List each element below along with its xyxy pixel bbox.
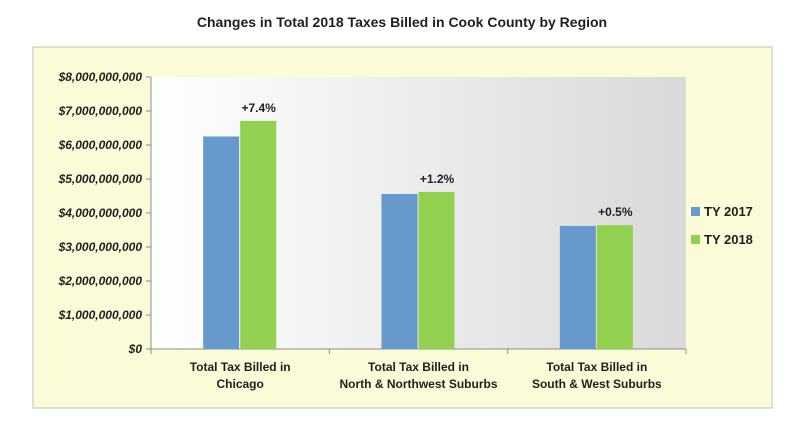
y-tick-label: $2,000,000,000 — [58, 274, 143, 288]
legend-swatch — [691, 235, 700, 244]
y-tick-label: $6,000,000,000 — [58, 138, 143, 152]
percent-change-label: +0.5% — [598, 205, 633, 219]
x-tick-label: Chicago — [216, 377, 263, 391]
bar-ty-2018 — [240, 120, 277, 349]
y-tick-label: $3,000,000,000 — [58, 240, 143, 254]
x-axis: Total Tax Billed in Chicago Total Tax Bill… — [150, 348, 687, 391]
y-tick-label: $0 — [128, 342, 143, 356]
y-tick-label: $7,000,000,000 — [58, 104, 143, 118]
x-tick-label: North & Northwest Suburbs — [340, 377, 498, 391]
chart-title: Changes in Total 2018 Taxes Billed in Co… — [196, 14, 608, 30]
y-tick-label: $4,000,000,000 — [58, 206, 143, 220]
bar-ty-2018 — [596, 225, 633, 349]
y-tick-label: $1,000,000,000 — [58, 308, 143, 322]
legend-label: TY 2017 — [704, 204, 753, 219]
x-tick-label: South & West Suburbs — [532, 377, 662, 391]
x-tick-label: Total Tax Billed in — [546, 360, 647, 374]
percent-change-label: +1.2% — [420, 172, 455, 186]
y-axis: $0 $1,000,000,000 $2,000,000,000 $3,000,000… — [58, 70, 152, 356]
bar-ty-2018 — [418, 191, 455, 349]
bars — [203, 120, 633, 349]
legend-label: TY 2018 — [704, 232, 753, 247]
legend-swatch — [691, 207, 700, 216]
percent-change-label: +7.4% — [241, 101, 276, 115]
legend: TY 2017 TY 2018 — [691, 204, 753, 247]
annotations: +7.4% +1.2% +0.5% — [241, 101, 632, 219]
x-tick-label: Total Tax Billed in — [190, 360, 291, 374]
bar-ty-2017 — [203, 136, 240, 349]
bar-ty-2017 — [381, 193, 418, 349]
y-tick-label: $8,000,000,000 — [58, 70, 143, 84]
x-tick-label: Total Tax Billed in — [368, 360, 469, 374]
bar-ty-2017 — [559, 225, 596, 349]
y-tick-label: $5,000,000,000 — [58, 172, 143, 186]
